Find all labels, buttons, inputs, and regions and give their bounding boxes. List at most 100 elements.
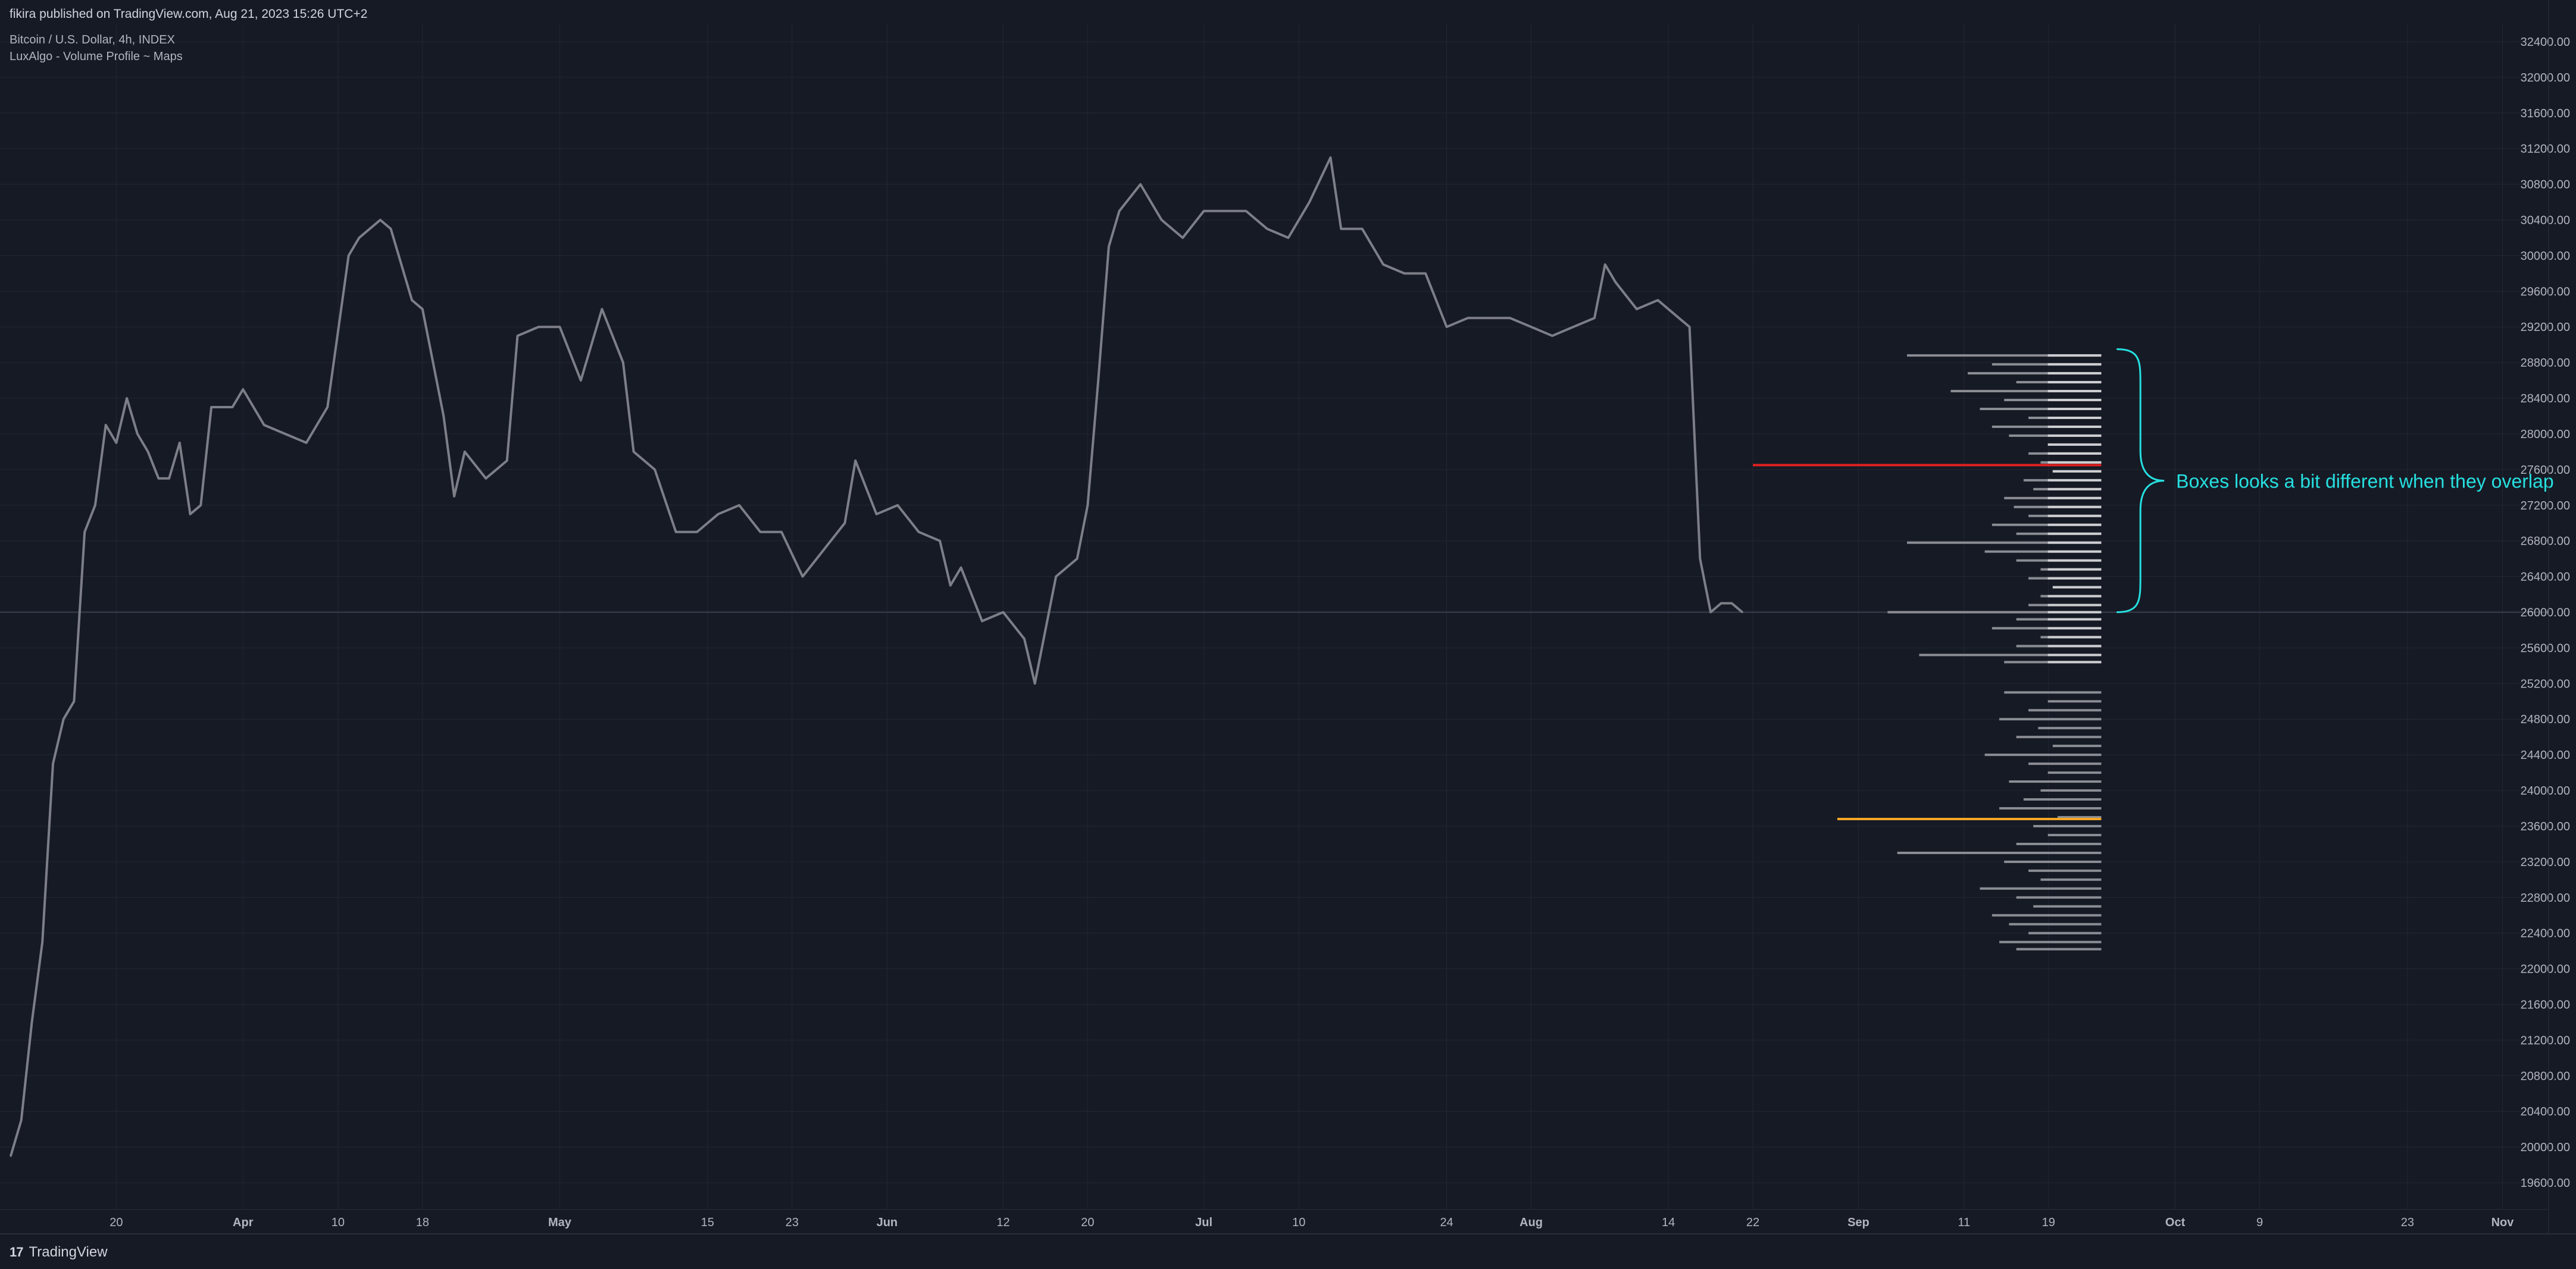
profile-bar: [1887, 611, 2102, 614]
profile-bar: [1984, 754, 2102, 757]
time-axis[interactable]: 20 Apr 10 18 May 15 23 Jun 12 20 Jul 10 24 Aug 14 22 Sep…: [0, 1209, 2547, 1229]
profile-bar: [2040, 789, 2102, 792]
price-point: [73, 700, 75, 702]
price-point: [1509, 317, 1511, 319]
price-point: [960, 567, 962, 569]
price-point: [622, 361, 624, 364]
poc-lines: [1753, 464, 2102, 820]
price-point: [896, 504, 899, 507]
profile-bar: [2004, 860, 2102, 863]
time-axis-label: Jul: [1195, 1216, 1212, 1229]
time-axis-label: Apr: [233, 1216, 254, 1229]
price-axis-label: 30400.00: [2521, 214, 2570, 227]
price-axis-label: 28800.00: [2521, 357, 2570, 370]
profile-overlap-bar: [2047, 363, 2102, 366]
profile-bar: [1950, 390, 2102, 393]
price-point: [801, 576, 804, 578]
price-point: [1446, 326, 1448, 328]
price-axis-label: 22800.00: [2521, 892, 2570, 905]
time-axis-label: Sep: [1847, 1216, 1870, 1229]
profile-overlap-bar: [2047, 654, 2102, 657]
profile-bar: [2040, 878, 2102, 881]
price-point: [147, 451, 149, 453]
symbol-title[interactable]: Bitcoin / U.S. Dollar, 4h, INDEX: [10, 33, 175, 46]
price-point: [1678, 317, 1680, 319]
profile-overlap-bar: [2047, 559, 2102, 562]
price-point: [1308, 201, 1311, 204]
profile-bar: [1992, 627, 2102, 630]
price-point: [1636, 308, 1638, 310]
price-axis-label: 31600.00: [2521, 107, 2570, 120]
price-chart[interactable]: Boxes looks a bit different when they ov…: [0, 0, 2576, 1233]
profile-overlap-bar: [2047, 408, 2102, 411]
profile-overlap-bar: [2047, 505, 2102, 508]
price-axis-label: 29200.00: [2521, 321, 2570, 334]
price-axis[interactable]: 19600.00 20000.00 20400.00 20800.00 21200.00…: [2521, 0, 2570, 1233]
price-point: [1699, 558, 1701, 560]
tradingview-logo-text: TradingView: [29, 1244, 108, 1260]
price-point: [232, 406, 234, 408]
price-point: [1076, 558, 1078, 560]
profile-overlap-bar: [2047, 636, 2102, 639]
footer-bar: 17 TradingView: [0, 1233, 2576, 1269]
price-point: [1245, 210, 1248, 212]
time-axis-label: 20: [110, 1216, 123, 1229]
price-axis-label: 32400.00: [2521, 36, 2570, 49]
profile-overlap-bar: [2047, 417, 2102, 420]
indicator-title[interactable]: LuxAlgo - Volume Profile ~ Maps: [10, 50, 183, 63]
price-point: [411, 299, 413, 301]
profile-bar: [1992, 914, 2102, 917]
profile-bar: [1999, 807, 2102, 810]
price-point: [94, 504, 96, 507]
price-point: [242, 388, 244, 390]
time-axis-label: 18: [416, 1216, 429, 1229]
time-axis-label: 24: [1440, 1216, 1453, 1229]
time-axis-label: 22: [1746, 1216, 1759, 1229]
price-point: [1086, 504, 1089, 507]
price-point: [1340, 227, 1342, 230]
price-point: [780, 531, 783, 533]
price-point: [210, 406, 212, 408]
time-axis-label: 12: [996, 1216, 1009, 1229]
price-point: [1329, 157, 1331, 159]
profile-bar: [1968, 372, 2102, 375]
price-axis-label: 20000.00: [2521, 1141, 2570, 1154]
price-point: [654, 468, 656, 471]
profile-bar: [2028, 932, 2102, 934]
price-axis-label: 22000.00: [2521, 963, 2570, 976]
price-point: [580, 379, 582, 382]
price-axis-label: 19600.00: [2521, 1177, 2570, 1190]
price-point: [696, 531, 698, 533]
price-axis-label: 24400.00: [2521, 749, 2570, 762]
price-point: [442, 415, 445, 417]
profile-bar: [2016, 736, 2102, 739]
price-axis-label: 28000.00: [2521, 428, 2570, 441]
price-point: [633, 451, 635, 453]
profile-overlap-bar: [2047, 532, 2102, 535]
price-point: [52, 762, 54, 765]
price-point: [1467, 317, 1469, 319]
price-axis-label: 20800.00: [2521, 1070, 2570, 1083]
price-axis-label: 26400.00: [2521, 571, 2570, 584]
price-point: [1118, 210, 1121, 212]
price-point: [1361, 227, 1364, 230]
price-point: [421, 308, 424, 310]
profile-overlap-bar: [2047, 461, 2102, 464]
time-axis-label: Aug: [1520, 1216, 1543, 1229]
profile-bar: [2004, 691, 2102, 694]
tradingview-logo[interactable]: 17 TradingView: [10, 1244, 108, 1261]
profile-bar: [2023, 798, 2102, 801]
price-point: [179, 442, 181, 444]
price-point: [506, 460, 508, 462]
price-point: [717, 513, 720, 515]
time-axis-label: 23: [786, 1216, 799, 1229]
price-point: [601, 308, 603, 310]
price-point: [1551, 335, 1553, 337]
price-point: [390, 227, 392, 230]
time-axis-label: 15: [701, 1216, 714, 1229]
profile-overlap-bar: [2047, 496, 2102, 499]
time-axis-label: May: [548, 1216, 572, 1229]
profile-bar: [1980, 887, 2102, 890]
price-point: [41, 941, 43, 943]
